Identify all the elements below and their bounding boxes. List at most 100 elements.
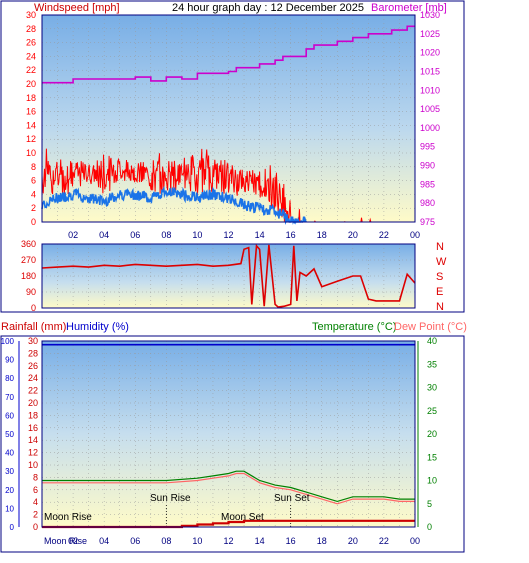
humidity-tick-label: 40 [5,449,14,458]
sun-set-label: Sun Set [274,493,310,504]
temperature-tick-label: 40 [427,336,437,346]
bottom-frame [0,335,465,553]
x-tick-label: 00 [410,230,420,240]
barometer-tick-label: 995 [420,142,435,152]
windspeed-tick-label: 16 [26,107,36,117]
windspeed-tick-label: 18 [26,93,36,103]
x-tick-label: 08 [161,230,171,240]
barometer-tick-label: 1005 [420,104,440,114]
rainfall-tick-label: 8 [33,472,38,482]
windspeed-tick-label: 26 [26,38,36,48]
humidity-tick-label: 20 [5,486,14,495]
temperature-tick-label: 10 [427,476,437,486]
wind-x-ticks: 02 04 06 08 10 12 14 16 18 20 22 00 [68,230,420,240]
temperature-tick-label: 5 [427,499,432,509]
rainfall-tick-label: 14 [28,435,38,445]
rainfall-tick-label: 2 [33,510,38,520]
temperature-grid [42,340,415,527]
direction-tick-label: 180 [21,271,36,281]
barometer-tick-label: 1000 [420,123,440,133]
compass-label: S [436,271,443,283]
rainfall-tick-label: 28 [28,348,38,358]
windspeed-tick-label: 0 [31,217,36,227]
x-tick-label: 10 [192,230,202,240]
direction-panel-border [41,243,416,309]
rainfall-tick-label: 4 [33,497,38,507]
x-tick-label: 04 [99,230,109,240]
temperature-tick-label: 25 [427,406,437,416]
direction-tick-label: 270 [21,255,36,265]
barometer-axis-label: Barometer [mb] [371,2,447,14]
x-tick-label: 02 [68,536,78,546]
windspeed-tick-label: 20 [26,79,36,89]
humidity-tick-label: 90 [5,356,14,365]
windspeed-tick-label: 12 [26,134,36,144]
humidity-tick-label: 70 [5,393,14,402]
compass-label: W [436,256,447,268]
temperature-line [42,470,415,503]
x-tick-label: 22 [379,536,389,546]
compass-label: N [436,301,444,313]
direction-tick-label: 360 [21,239,36,249]
temperature-tick-label: 0 [427,522,432,532]
x-tick-label: 18 [317,536,327,546]
windspeed-tick-label: 24 [26,51,36,61]
temperature-series [42,343,415,529]
humidity-tick-label: 10 [5,504,14,513]
temperature-axes: 0102030405060708090100024681012141618202… [1,336,437,532]
x-tick-label: 20 [348,230,358,240]
rainfall-tick-label: 26 [28,361,38,371]
windspeed-tick-label: 8 [31,162,36,172]
rainfall-tick-label: 18 [28,410,38,420]
barometer-line [42,25,415,84]
windspeed-tick-label: 2 [31,203,36,213]
windspeed-axis-label: Windspeed [mph] [34,2,120,14]
x-tick-label: 04 [99,536,109,546]
wind-axes: 0246810121416182022242628309759809859909… [26,10,440,227]
humidity-tick-label: 100 [1,337,15,346]
barometer-tick-label: 980 [420,198,435,208]
temperature-tick-label: 30 [427,383,437,393]
barometer-tick-label: 1030 [420,10,440,20]
windspeed-tick-label: 28 [26,24,36,34]
humidity-tick-label: 80 [5,374,14,383]
humidity-tick-label: 0 [10,523,15,532]
x-tick-label: 16 [286,536,296,546]
x-tick-label: 16 [286,230,296,240]
temperature-tick-label: 35 [427,359,437,369]
wind-average-line [41,185,307,226]
dew-point-line [42,472,415,505]
x-tick-label: 00 [410,536,420,546]
barometer-tick-label: 1015 [420,66,440,76]
temperature-tick-label: 15 [427,452,437,462]
x-tick-label: 12 [223,230,233,240]
rainfall-tick-label: 10 [28,460,38,470]
x-tick-label: 20 [348,536,358,546]
compass-label: N [436,241,444,253]
windspeed-tick-label: 14 [26,120,36,130]
windspeed-tick-label: 10 [26,148,36,158]
rainfall-tick-label: 30 [28,336,38,346]
direction-tick-label: 0 [31,303,36,313]
rainfall-axis-label: Rainfall (mm) [1,321,66,333]
barometer-tick-label: 1020 [420,48,440,58]
humidity-tick-label: 30 [5,467,14,476]
x-tick-label: 14 [255,536,265,546]
humidity-axis-label: Humidity (%) [66,321,129,333]
barometer-tick-label: 985 [420,179,435,189]
windspeed-tick-label: 6 [31,176,36,186]
temperature-axis-label: Temperature (°C) [312,321,396,333]
rainfall-tick-label: 24 [28,373,38,383]
rainfall-tick-label: 16 [28,423,38,433]
direction-series [41,243,416,308]
x-tick-label: 22 [379,230,389,240]
x-tick-label: 10 [192,536,202,546]
top-frame [0,0,465,313]
x-tick-label: 18 [317,230,327,240]
windspeed-tick-label: 22 [26,65,36,75]
dew-point-axis-label: Dew Point (°C) [394,321,467,333]
sun-rise-label: Sun Rise [150,493,191,504]
